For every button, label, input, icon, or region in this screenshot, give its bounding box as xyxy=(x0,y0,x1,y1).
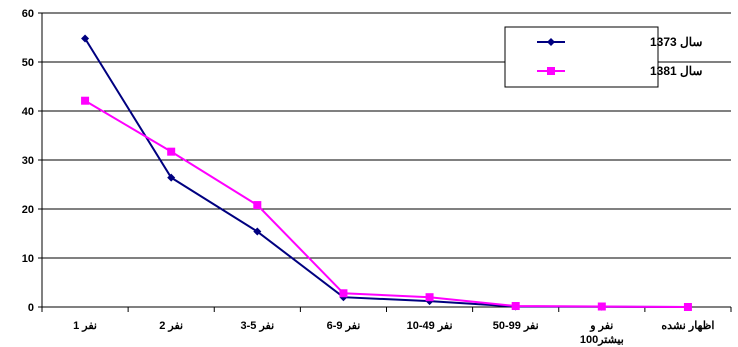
data-point xyxy=(81,96,90,105)
data-point xyxy=(81,34,90,43)
data-point xyxy=(253,201,262,210)
legend-label: سال 1381 xyxy=(650,64,702,78)
x-tick-label: نفر 99-50 xyxy=(493,320,539,332)
data-point xyxy=(683,303,692,311)
legend-box xyxy=(504,26,659,88)
data-point xyxy=(511,302,520,311)
y-tick-label: 20 xyxy=(22,204,34,216)
data-point xyxy=(597,302,606,311)
legend-entry: سال 1373 xyxy=(537,35,702,49)
x-tick-label: نفر 5-3 xyxy=(240,320,274,332)
legend-entry: سال 1381 xyxy=(537,64,702,78)
series-2 xyxy=(81,96,692,311)
legend: سال 1373 سال 1381 xyxy=(504,26,702,88)
x-tick-label: نفر و بیشتر100 xyxy=(580,320,624,346)
series-lines xyxy=(81,34,692,311)
data-point xyxy=(339,289,348,298)
y-tick-label: 30 xyxy=(22,155,34,167)
legend-marker xyxy=(547,38,555,46)
data-point xyxy=(167,173,176,182)
y-tick-label: 60 xyxy=(22,8,34,20)
x-tick-labels: نفر 1 نفر 2 نفر 5-3 نفر 9-6 نفر 49-10 نفر 99-… xyxy=(73,320,714,346)
y-tick-label: 0 xyxy=(28,302,34,314)
y-tick-label: 40 xyxy=(22,106,34,118)
x-tick-label: نفر 49-10 xyxy=(407,320,453,332)
data-point xyxy=(425,293,434,302)
y-tick-label: 50 xyxy=(22,57,34,69)
x-tick-label: نفر 9-6 xyxy=(327,320,361,332)
x-tick-label: نفر 2 xyxy=(159,320,183,332)
x-tick-label: اظهار نشده xyxy=(661,320,714,332)
legend-label: سال 1373 xyxy=(650,35,702,49)
legend-marker xyxy=(547,67,555,75)
y-tick-label: 10 xyxy=(22,253,34,265)
x-tick-label: نفر 1 xyxy=(73,320,97,332)
series-line xyxy=(84,99,688,308)
data-point xyxy=(167,147,176,156)
y-tick-labels: 0 10 20 30 40 50 60 xyxy=(22,8,34,314)
gridlines xyxy=(42,12,731,259)
data-point xyxy=(253,227,262,236)
